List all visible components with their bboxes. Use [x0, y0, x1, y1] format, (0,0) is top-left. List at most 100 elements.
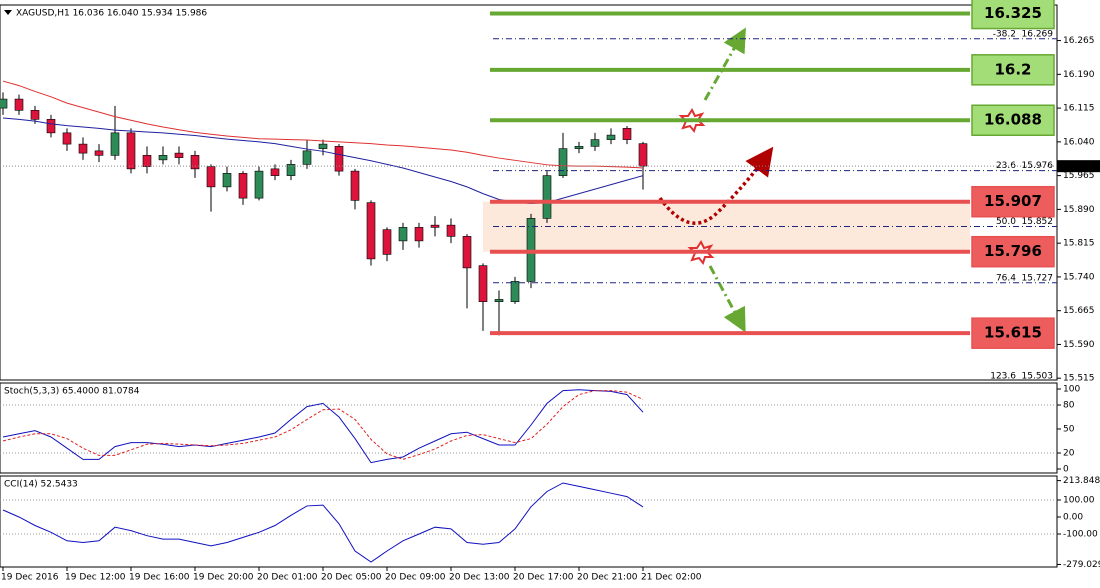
candle-body: [62, 132, 72, 145]
fibo-level: 76.4: [996, 273, 1016, 283]
candle-body: [542, 175, 552, 219]
y-tick-label: -100.00: [1063, 530, 1098, 540]
fibo-level: 123.6: [990, 372, 1016, 382]
candle-body: [398, 227, 408, 242]
x-tick-label: 20 Dec 05:00: [321, 573, 382, 583]
candle-body: [590, 139, 600, 147]
candle-body: [206, 166, 216, 188]
y-tick-label: 100: [1063, 385, 1080, 395]
candle-body: [302, 150, 312, 165]
level-label: 16.088: [984, 111, 1042, 129]
fibo-price: 16.269: [1022, 29, 1054, 39]
candle-body: [350, 170, 360, 201]
arrow-curve: [658, 146, 774, 225]
main-panel: [0, 4, 1058, 381]
candle-body: [558, 148, 568, 176]
y-tick-label: 15.890: [1063, 205, 1095, 215]
level-label: 15.615: [984, 324, 1042, 342]
candle-body: [430, 224, 440, 228]
x-tick-label: 19 Dec 20:00: [193, 573, 254, 583]
last-price-box: [1057, 160, 1100, 173]
x-tick-label: 20 Dec 21:00: [577, 573, 638, 583]
y-tick-label: 0.00: [1063, 512, 1083, 522]
level-label: 15.796: [984, 242, 1042, 260]
candle-body: [334, 146, 344, 172]
level-box: [971, 317, 1055, 349]
candle-body: [78, 143, 88, 154]
y-tick-label: 15.815: [1063, 239, 1095, 249]
arrow-up: [703, 27, 746, 101]
x-tick-label: 21 Dec 02:00: [641, 573, 702, 583]
indicator-line: [2, 389, 644, 464]
x-tick-label: 20 Dec 09:00: [385, 573, 446, 583]
candle-body: [478, 265, 488, 302]
candle-body: [286, 164, 296, 176]
x-tick-label: 19 Dec 16:00: [129, 573, 190, 583]
x-tick-label: 20 Dec 13:00: [449, 573, 510, 583]
y-tick-label: 15.590: [1063, 340, 1095, 350]
level-label: 16.2: [994, 60, 1031, 78]
y-tick-label: 16.115: [1063, 104, 1095, 114]
x-tick-label: 20 Dec 17:00: [513, 573, 574, 583]
stoch-title: Stoch(5,3,3) 65.4000 81.0784: [4, 387, 140, 397]
level-label: 16.325: [984, 4, 1042, 22]
level-label: 15.907: [984, 192, 1042, 210]
moving-average: [2, 80, 644, 169]
candle-body: [14, 98, 24, 111]
y-tick-label: -279.029: [1063, 560, 1100, 570]
candle-body: [318, 143, 328, 149]
candle-body: [382, 229, 392, 255]
chart-title: XAGUSD,H1 16.036 16.040 15.934 15.986: [16, 9, 207, 19]
fibo-level: 23.6: [996, 161, 1016, 171]
candle-body: [30, 110, 40, 120]
level-box: [971, 54, 1055, 86]
y-tick-label: 15.965: [1063, 171, 1095, 181]
candle-body: [574, 146, 584, 149]
candle-body: [606, 134, 616, 140]
y-tick-label: 15.515: [1063, 374, 1095, 384]
candle-body: [126, 132, 136, 170]
y-tick-label: 20: [1063, 449, 1075, 459]
y-tick-label: 100.00: [1063, 495, 1095, 505]
cci-title: CCI(14) 52.5433: [4, 480, 78, 490]
candle-body: [142, 155, 152, 167]
x-tick-label: 20 Dec 01:00: [257, 573, 318, 583]
candle-body: [238, 173, 248, 199]
level-box: [971, 104, 1055, 136]
level-box: [971, 185, 1055, 218]
candle-body: [174, 152, 184, 158]
level-box: [971, 235, 1055, 268]
candle-body: [446, 224, 456, 237]
fibo-level: 50.0: [996, 217, 1016, 227]
fibo-price: 15.727: [1022, 273, 1054, 283]
y-tick-label: 15.740: [1063, 272, 1095, 282]
fibo-price: 15.976: [1022, 161, 1054, 171]
y-tick-label: 15.665: [1063, 306, 1095, 316]
arrow-down: [708, 265, 746, 333]
cci-panel: [0, 475, 1058, 568]
candle-body: [366, 202, 376, 260]
candle-body: [462, 236, 472, 269]
indicator-line: [2, 390, 644, 460]
fibo-price: 15.503: [1022, 372, 1054, 382]
level-box: [971, 0, 1055, 30]
last-price-label: 15.986: [1060, 162, 1092, 172]
candle-body: [222, 173, 232, 188]
y-tick-label: 80: [1063, 401, 1075, 411]
indicator-line: [2, 482, 644, 563]
candle-body: [190, 155, 200, 170]
fibo-price: 15.852: [1022, 217, 1054, 227]
y-tick-label: 16.265: [1063, 36, 1095, 46]
y-tick-label: 16.040: [1063, 137, 1095, 147]
y-tick-label: 16.190: [1063, 70, 1095, 80]
menu-triangle: [4, 10, 12, 15]
candle-body: [46, 119, 56, 134]
y-tick-label: 0: [1063, 465, 1069, 475]
candle-body: [0, 98, 8, 109]
fibo-level: -38.2: [993, 29, 1016, 39]
candle-body: [110, 132, 120, 156]
candle-body: [494, 299, 504, 302]
candle-body: [638, 143, 648, 167]
